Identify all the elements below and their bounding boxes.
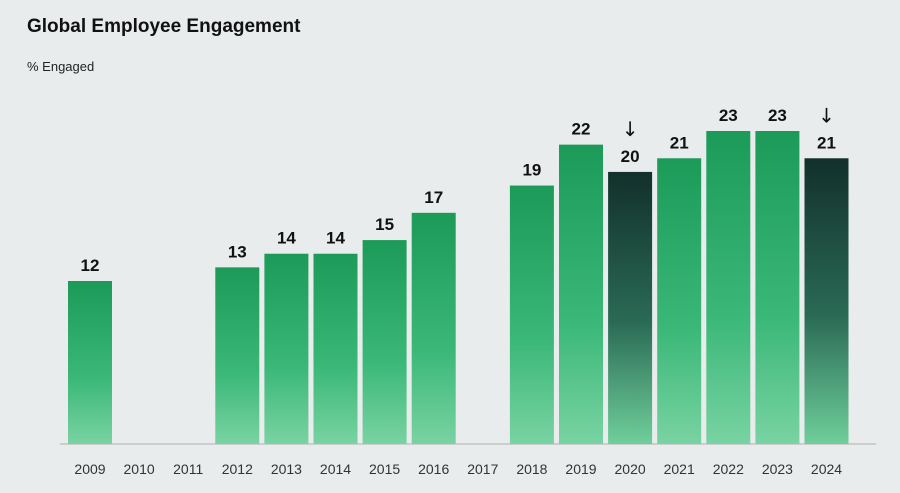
x-tick-label: 2020 <box>615 461 646 477</box>
data-label: 21 <box>817 133 836 152</box>
x-tick-label: 2010 <box>124 461 155 477</box>
x-tick-label: 2022 <box>713 461 744 477</box>
x-tick-label: 2024 <box>811 461 842 477</box>
bar <box>804 158 849 445</box>
data-label: 23 <box>768 106 787 125</box>
bar <box>509 185 554 444</box>
x-tick-label: 2017 <box>467 461 498 477</box>
data-label: 17 <box>424 188 443 207</box>
data-label: 14 <box>326 229 345 248</box>
x-tick-label: 2016 <box>418 461 449 477</box>
data-label: 14 <box>277 229 296 248</box>
data-label: 20 <box>621 147 640 166</box>
bar <box>68 281 112 444</box>
decline-arrow-icon: ↓ <box>622 117 639 141</box>
decline-arrow-icon: ↓ <box>818 103 835 127</box>
data-label: 21 <box>670 133 689 152</box>
x-tick-label: 2021 <box>664 461 695 477</box>
data-label: 19 <box>522 161 541 180</box>
bar <box>313 253 358 444</box>
x-tick-label: 2014 <box>320 461 351 477</box>
bar <box>608 171 653 444</box>
bar <box>706 131 751 444</box>
bar <box>362 240 407 444</box>
data-label: 23 <box>719 106 738 125</box>
x-tick-label: 2019 <box>565 461 596 477</box>
data-label: 13 <box>228 242 247 261</box>
bar <box>559 144 603 445</box>
x-tick-label: 2018 <box>516 461 547 477</box>
x-tick-label: 2015 <box>369 461 400 477</box>
bar <box>755 131 800 444</box>
chart-title: Global Employee Engagement <box>27 16 301 37</box>
bar <box>657 158 702 445</box>
data-label: 22 <box>572 120 591 139</box>
x-tick-label: 2009 <box>74 461 105 477</box>
x-tick-label: 2012 <box>222 461 253 477</box>
bar <box>411 212 456 444</box>
data-label: 12 <box>81 256 100 275</box>
bar <box>264 253 309 444</box>
x-tick-label: 2023 <box>762 461 793 477</box>
bar <box>215 267 260 444</box>
x-tick-label: 2011 <box>173 461 203 477</box>
x-tick-label: 2013 <box>271 461 302 477</box>
data-label: 15 <box>375 215 394 234</box>
y-axis-label: % Engaged <box>27 59 95 74</box>
